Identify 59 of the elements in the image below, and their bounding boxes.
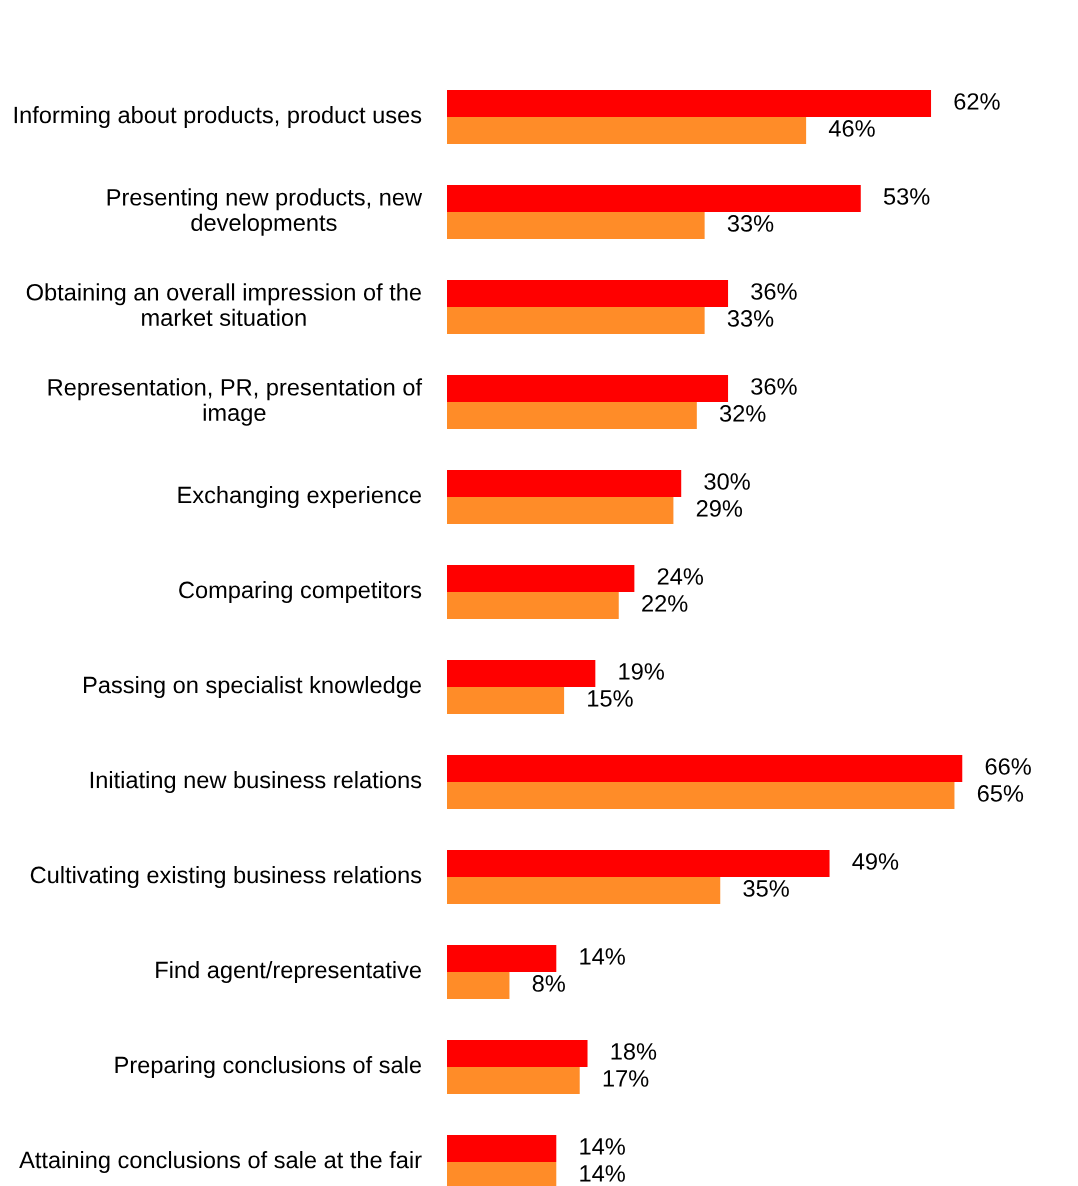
y-tick-label: Cultivating existing business relations — [30, 866, 422, 889]
data-label: 19% — [619, 663, 664, 680]
data-label: 14% — [580, 948, 625, 965]
bar — [447, 497, 674, 524]
bar — [447, 782, 955, 809]
y-tick-label: Obtaining an overall impression of the market situation — [26, 283, 421, 327]
bar — [447, 592, 619, 619]
y-tick-label: Attaining conclusions of sale at the fair — [19, 1150, 422, 1174]
data-label: 14% — [580, 1165, 625, 1182]
bar — [447, 375, 729, 402]
bar — [447, 280, 729, 307]
data-label: 53% — [883, 188, 930, 205]
bar — [447, 212, 705, 239]
data-label: 35% — [743, 880, 789, 897]
y-tick-label: Preparing conclusions of sale — [115, 1055, 421, 1079]
bar — [447, 687, 565, 714]
data-label: 8% — [532, 975, 565, 992]
bar — [447, 565, 635, 592]
y-tick-label: Find agent/representative — [156, 960, 421, 984]
y-tick-label: Comparing competitors — [179, 580, 422, 604]
data-label: 36% — [751, 283, 797, 300]
bar — [447, 185, 861, 212]
bar — [447, 1040, 588, 1067]
data-label: 33% — [727, 310, 774, 327]
bar — [447, 1135, 557, 1162]
y-tick-label: Informing about products, product uses — [14, 106, 422, 129]
bar — [447, 90, 932, 117]
bar — [447, 945, 557, 972]
bar — [447, 755, 963, 782]
y-tick-label: Representation, PR, presentation of image — [48, 378, 423, 426]
bar — [447, 1067, 580, 1094]
y-tick-label: Passing on specialist knowledge — [84, 675, 421, 699]
bar — [447, 117, 807, 144]
data-label: 18% — [611, 1043, 657, 1060]
data-label: 29% — [696, 500, 743, 517]
data-label: 49% — [852, 853, 899, 870]
bar — [447, 850, 830, 877]
bar — [447, 972, 510, 999]
data-label: 33% — [727, 215, 774, 232]
data-label: 65% — [977, 785, 1024, 802]
data-label: 30% — [704, 473, 750, 490]
data-label: 22% — [642, 595, 688, 612]
data-label: 17% — [603, 1070, 649, 1087]
data-label: 66% — [985, 758, 1031, 775]
data-label: 36% — [751, 378, 797, 395]
y-tick-label: Presenting new products, new developments — [107, 188, 423, 236]
y-tick-label: Initiating new business relations — [90, 770, 422, 794]
data-label: 62% — [954, 93, 1000, 110]
bar — [447, 470, 682, 497]
bar — [447, 660, 596, 687]
data-label: 14% — [580, 1138, 625, 1155]
data-label: 46% — [828, 120, 875, 137]
y-tick-label: Exchanging experience — [178, 485, 421, 508]
data-label: 32% — [719, 405, 766, 422]
data-label: 24% — [657, 568, 704, 585]
bar — [447, 307, 705, 334]
bar — [447, 877, 721, 904]
data-label: 15% — [588, 690, 633, 707]
bar — [447, 402, 697, 429]
